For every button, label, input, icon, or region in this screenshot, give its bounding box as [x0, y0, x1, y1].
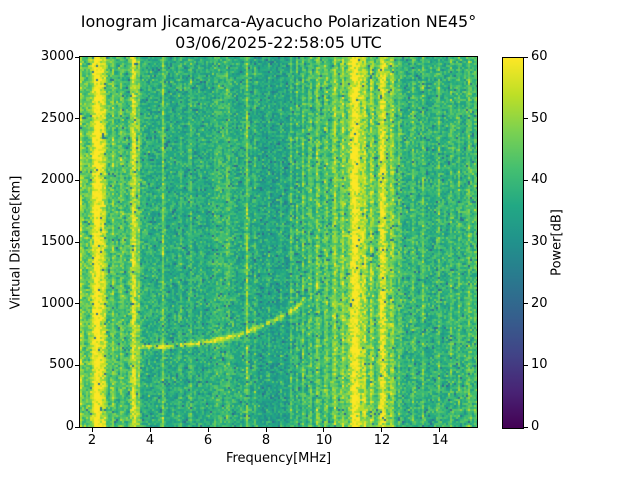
colorbar-tick-label: 10 — [531, 357, 548, 373]
x-tick-label: 10 — [315, 433, 333, 448]
x-tick-mark — [265, 428, 267, 432]
x-tick-mark — [207, 428, 209, 432]
y-tick-mark — [75, 426, 79, 428]
ionogram-heatmap-canvas — [80, 57, 477, 427]
y-tick-mark — [75, 179, 79, 181]
x-tick-label: 4 — [145, 433, 155, 448]
colorbar-gradient — [502, 57, 524, 429]
x-tick-label: 14 — [431, 433, 449, 448]
colorbar-tick-label: 0 — [531, 419, 540, 434]
colorbar-tick-mark — [524, 241, 528, 243]
x-tick-label: 6 — [203, 433, 213, 448]
y-tick-label: 500 — [49, 357, 74, 373]
x-tick-mark — [439, 428, 441, 432]
colorbar-tick-label: 40 — [531, 172, 548, 188]
colorbar-tick-mark — [524, 118, 528, 120]
x-tick-label: 8 — [261, 433, 271, 448]
y-tick-label: 1000 — [40, 295, 74, 311]
colorbar-tick-label: 20 — [531, 295, 548, 311]
x-tick-mark — [381, 428, 383, 432]
x-axis-label: Frequency[MHz] — [225, 451, 332, 466]
y-tick-mark — [75, 241, 79, 243]
chart-subtitle: 03/06/2025-22:58:05 UTC — [175, 33, 382, 52]
x-tick-label: 12 — [373, 433, 391, 448]
colorbar-tick-mark — [524, 364, 528, 366]
x-tick-mark — [323, 428, 325, 432]
y-tick-label: 3000 — [40, 49, 74, 64]
colorbar-tick-mark — [524, 56, 528, 58]
y-tick-label: 2500 — [40, 110, 74, 126]
x-tick-mark — [149, 428, 151, 432]
y-tick-mark — [75, 303, 79, 305]
colorbar-tick-mark — [524, 426, 528, 428]
colorbar-tick-label: 60 — [531, 49, 548, 64]
colorbar-tick-mark — [524, 303, 528, 305]
colorbar-label: Power[dB] — [549, 209, 565, 276]
chart-title: Ionogram Jicamarca-Ayacucho Polarization… — [80, 12, 477, 31]
y-tick-label: 2000 — [40, 172, 74, 188]
y-tick-label: 0 — [65, 419, 74, 434]
y-tick-mark — [75, 364, 79, 366]
y-tick-mark — [75, 118, 79, 120]
x-tick-mark — [91, 428, 93, 432]
colorbar-tick-label: 50 — [531, 110, 548, 126]
y-tick-label: 1500 — [40, 234, 74, 249]
colorbar-tick-label: 30 — [531, 234, 548, 249]
x-tick-label: 2 — [87, 433, 97, 448]
y-tick-mark — [75, 56, 79, 58]
colorbar-tick-mark — [524, 179, 528, 181]
